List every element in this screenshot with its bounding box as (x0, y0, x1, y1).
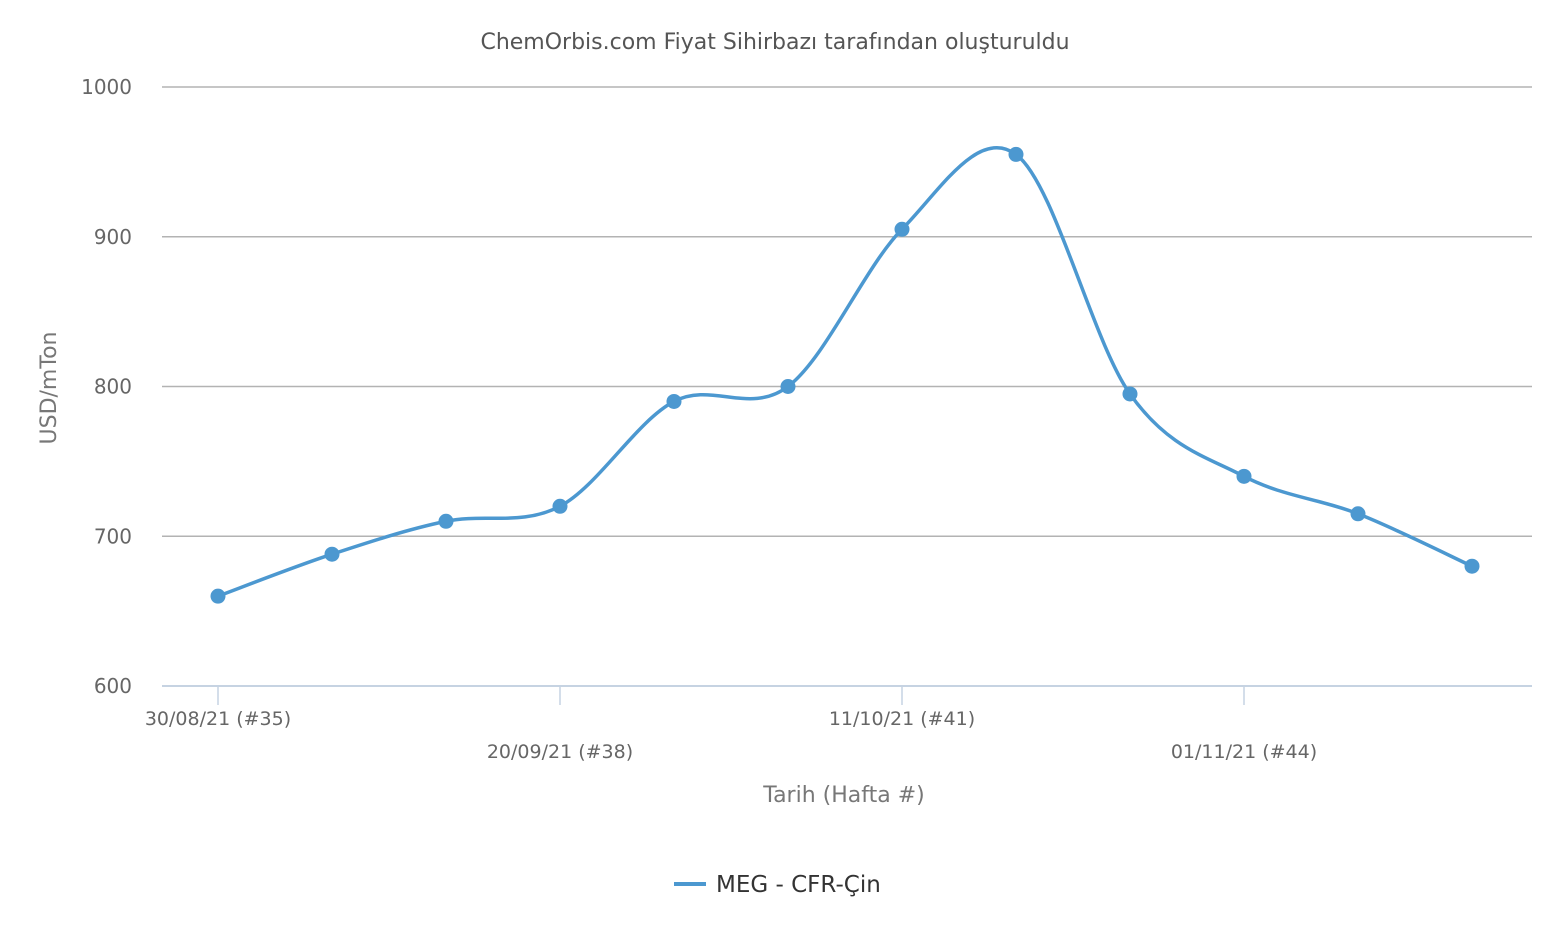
x-tick-label: 20/09/21 (#38) (487, 741, 633, 763)
data-point[interactable] (552, 498, 568, 514)
x-tick-label: 30/08/21 (#35) (145, 708, 291, 730)
x-tick-label: 11/10/21 (#41) (829, 708, 975, 730)
data-point[interactable] (324, 546, 340, 562)
y-axis-ticks: 600 700 800 900 1000 (81, 75, 132, 698)
data-point[interactable] (1122, 386, 1138, 402)
data-point[interactable] (1350, 506, 1366, 522)
chart-title: ChemOrbis.com Fiyat Sihirbazı tarafından… (480, 30, 1069, 55)
series-layer (210, 146, 1480, 604)
data-point[interactable] (894, 221, 910, 237)
data-point[interactable] (1236, 468, 1252, 484)
x-tick-label: 01/11/21 (#44) (1171, 741, 1317, 763)
y-tick-label: 700 (94, 524, 132, 548)
y-tick-label: 1000 (81, 75, 132, 99)
y-axis-title: USD/mTon (37, 332, 62, 445)
grid-lines (162, 86, 1532, 537)
y-tick-label: 800 (94, 375, 132, 399)
y-tick-label: 900 (94, 225, 132, 249)
data-point[interactable] (1464, 558, 1480, 574)
data-point[interactable] (210, 588, 226, 604)
data-point[interactable] (666, 393, 682, 409)
series-line (216, 146, 1474, 598)
legend-label[interactable]: MEG - CFR-Çin (716, 872, 881, 898)
legend[interactable]: MEG - CFR-Çin (674, 872, 881, 898)
data-point[interactable] (1008, 146, 1024, 162)
data-point[interactable] (438, 513, 454, 529)
data-point[interactable] (780, 379, 796, 394)
x-axis-title: Tarih (Hafta #) (762, 783, 924, 808)
x-axis: 30/08/21 (#35) 20/09/21 (#38) 11/10/21 (#4… (145, 685, 1532, 763)
y-tick-label: 600 (94, 674, 132, 698)
